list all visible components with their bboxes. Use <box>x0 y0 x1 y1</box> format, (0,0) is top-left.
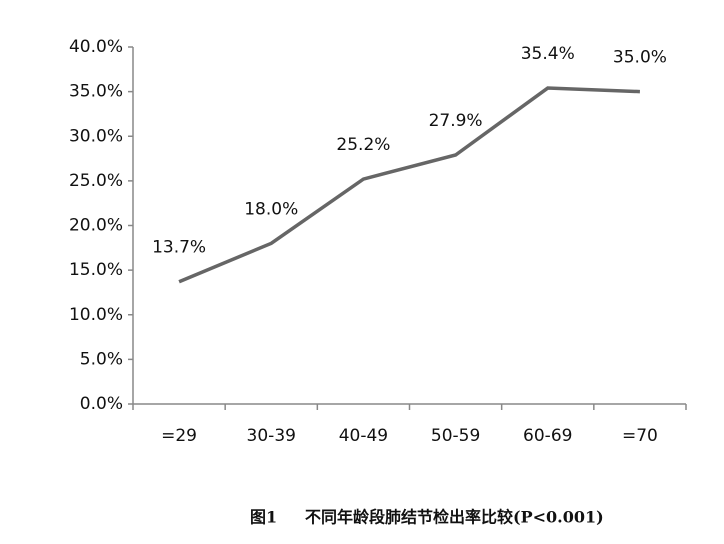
y-tick-label: 40.0% <box>69 37 123 57</box>
x-tick-label: =29 <box>161 426 197 446</box>
y-tick-label: 25.0% <box>69 171 123 191</box>
y-tick-label: 5.0% <box>80 349 123 369</box>
data-label: 13.7% <box>152 238 206 258</box>
caption: 不同年龄段肺结节检出率比较(P<0.001) <box>305 508 604 527</box>
y-tick-label: 35.0% <box>69 82 123 102</box>
data-label: 27.9% <box>429 111 483 131</box>
y-tick-label: 10.0% <box>69 305 123 325</box>
x-tick-label: 50-59 <box>431 426 480 446</box>
y-tick-label: 20.0% <box>69 216 123 236</box>
data-label: 25.2% <box>336 135 390 155</box>
data-label: 18.0% <box>244 199 298 219</box>
y-tick-label: 30.0% <box>69 126 123 146</box>
line <box>178 86 640 284</box>
data-label: 35.0% <box>613 48 667 68</box>
x-tick-label: =70 <box>622 426 658 446</box>
x-tick-label: 60-69 <box>523 426 572 446</box>
data-label: 35.4% <box>521 44 575 64</box>
caption-label: 图1 <box>250 508 277 527</box>
x-tick-label: 30-39 <box>247 426 296 446</box>
y-tick-label: 0.0% <box>80 394 123 414</box>
x-tick-label: 40-49 <box>339 426 388 446</box>
y-tick-label: 15.0% <box>69 260 123 280</box>
